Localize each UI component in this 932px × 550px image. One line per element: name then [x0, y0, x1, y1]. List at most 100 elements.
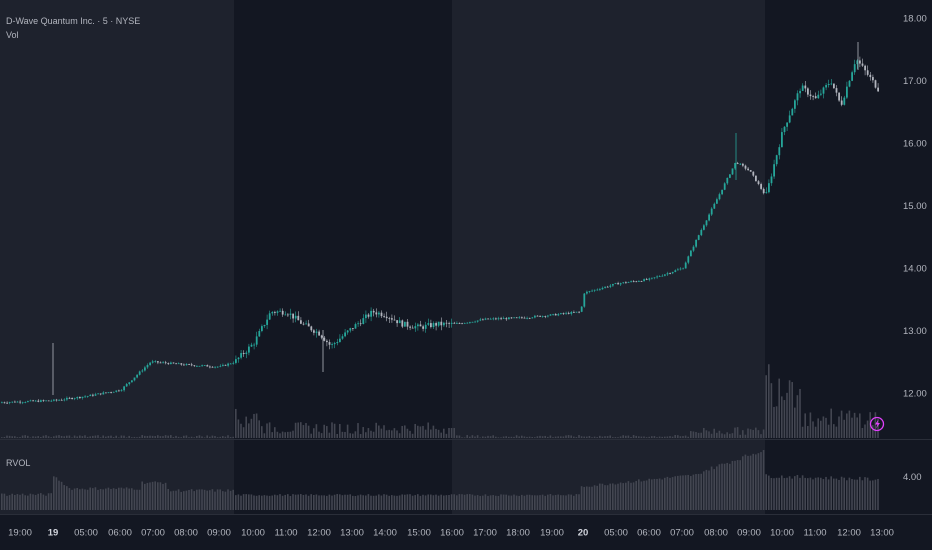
volume-bar: [237, 419, 240, 438]
candle-body: [383, 316, 385, 317]
candle-body: [224, 364, 227, 366]
volume-bar: [320, 433, 323, 438]
volume-bar: [723, 434, 726, 438]
volume-bar: [861, 427, 864, 438]
volume-bar: [175, 435, 177, 438]
candle-body: [11, 401, 14, 403]
candle-body: [430, 323, 432, 328]
volume-bar: [718, 430, 721, 438]
volume-bar: [354, 431, 357, 438]
volume-bar: [635, 435, 637, 438]
rvol-bar: [294, 494, 297, 510]
volume-bar: [203, 437, 206, 438]
candle-body: [362, 318, 365, 324]
candle-body: [97, 393, 99, 395]
candle-body: [112, 391, 115, 393]
time-axis-tick: 07:00: [670, 528, 694, 539]
rvol-bar: [76, 487, 78, 510]
rvol-bar: [375, 495, 377, 510]
volume-bar: [822, 416, 825, 438]
candle-body: [643, 279, 645, 282]
rvol-bar: [541, 494, 544, 510]
candle-body: [274, 311, 276, 313]
rvol-bar: [591, 486, 593, 510]
rvol-bar: [859, 476, 861, 510]
rvol-bar: [120, 487, 123, 510]
volume-bar: [235, 408, 237, 438]
candle-body: [34, 400, 37, 402]
volume-bar: [700, 432, 702, 438]
rvol-bar: [554, 494, 557, 510]
candle-body: [297, 315, 300, 321]
candle-body: [162, 362, 164, 364]
candle-body: [175, 363, 177, 365]
rvol-bar: [125, 487, 128, 510]
candle-body: [755, 175, 757, 182]
volume-bar: [128, 435, 130, 438]
rvol-bar: [357, 495, 359, 510]
volume-bar: [370, 430, 372, 438]
rvol-bar: [612, 483, 614, 510]
volume-bar: [323, 424, 325, 438]
candle-body: [515, 317, 518, 319]
rvol-bar: [856, 479, 858, 510]
volume-bar: [287, 431, 289, 438]
rvol-bar: [570, 494, 572, 510]
candle-body: [219, 365, 222, 367]
candle-body: [19, 401, 21, 403]
volume-bar: [159, 436, 162, 438]
volume-bar: [146, 435, 149, 438]
volume-bar: [656, 437, 658, 438]
candle-body: [838, 92, 840, 101]
rvol-bar: [284, 494, 286, 510]
rvol-bar: [89, 487, 91, 510]
candle-body: [424, 324, 427, 329]
rvol-bar: [466, 494, 468, 510]
rvol-bar: [518, 495, 520, 510]
volume-bar: [664, 436, 666, 438]
volume-bar: [162, 436, 164, 438]
rvol-bar: [476, 495, 479, 510]
candle-body: [710, 208, 713, 215]
candle-body: [606, 286, 609, 288]
volume-bar: [94, 435, 97, 438]
volume-bar: [484, 436, 487, 438]
candle-body: [313, 330, 315, 333]
time-axis-tick: 12:00: [837, 528, 861, 539]
volume-bar: [851, 417, 853, 438]
candle-body: [144, 367, 146, 371]
volume-bar: [29, 437, 32, 438]
volume-bar: [63, 436, 65, 438]
rvol-bar: [505, 494, 507, 510]
candle-body: [427, 323, 430, 325]
rvol-bar: [3, 493, 6, 510]
candle-body: [240, 353, 242, 358]
candle-body: [656, 276, 658, 278]
rvol-bar: [172, 490, 175, 510]
rvol-bar: [110, 488, 112, 510]
volume-bar: [240, 423, 242, 438]
candle-body: [773, 164, 775, 177]
rvol-bar: [653, 478, 656, 510]
volume-bar: [300, 422, 302, 438]
candle-body: [102, 392, 105, 395]
rvol-bar: [385, 494, 388, 510]
candle-body: [521, 317, 523, 319]
volume-bar: [349, 433, 351, 438]
price-axis-tick: 18.00: [903, 14, 927, 25]
volume-bar: [726, 432, 728, 438]
volume-bar: [599, 435, 601, 438]
volume-bar: [289, 431, 292, 438]
candle-body: [315, 331, 318, 333]
volume-bar: [196, 435, 198, 438]
time-axis-tick: 10:00: [241, 528, 265, 539]
volume-bar: [107, 435, 110, 438]
rvol-bar: [471, 494, 474, 510]
candle-body: [289, 313, 292, 315]
rvol-bar: [515, 495, 518, 510]
candle-body: [406, 321, 409, 327]
volume-bar: [661, 436, 663, 438]
time-axis-tick: 08:00: [174, 528, 198, 539]
rvol-bar: [237, 494, 240, 510]
